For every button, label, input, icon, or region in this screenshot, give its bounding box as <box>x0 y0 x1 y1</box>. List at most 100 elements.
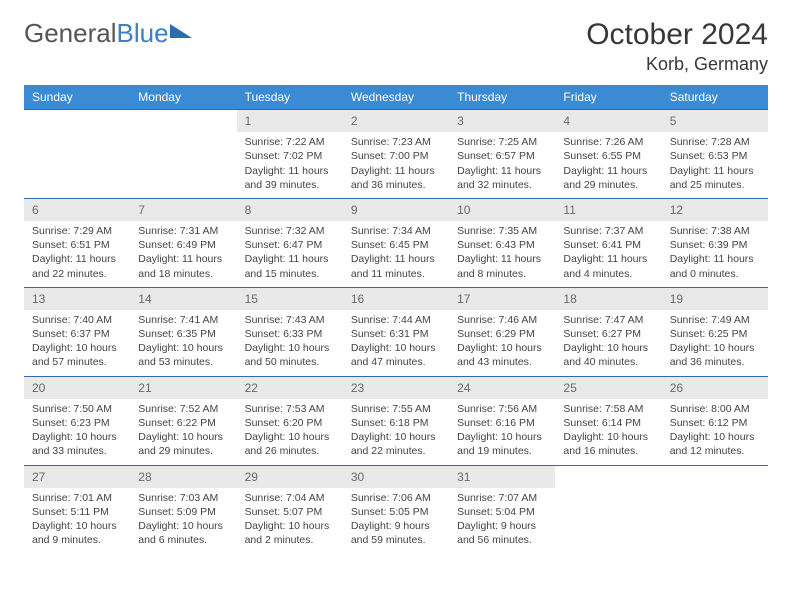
day-number: 17 <box>449 288 555 310</box>
daylight-text: Daylight: 11 hours and 4 minutes. <box>563 252 653 280</box>
logo: GeneralBlue <box>24 18 192 49</box>
calendar-day-cell: 14Sunrise: 7:41 AMSunset: 6:35 PMDayligh… <box>130 287 236 376</box>
day-body: Sunrise: 7:25 AMSunset: 6:57 PMDaylight:… <box>449 132 555 198</box>
sunset-text: Sunset: 5:09 PM <box>138 505 228 519</box>
daylight-text: Daylight: 10 hours and 6 minutes. <box>138 519 228 547</box>
day-number <box>24 110 130 132</box>
calendar-day-cell: 4Sunrise: 7:26 AMSunset: 6:55 PMDaylight… <box>555 110 661 199</box>
daylight-text: Daylight: 11 hours and 39 minutes. <box>245 164 335 192</box>
daylight-text: Daylight: 10 hours and 2 minutes. <box>245 519 335 547</box>
calendar-day-cell: 5Sunrise: 7:28 AMSunset: 6:53 PMDaylight… <box>662 110 768 199</box>
day-number: 23 <box>343 377 449 399</box>
day-body: Sunrise: 7:40 AMSunset: 6:37 PMDaylight:… <box>24 310 130 376</box>
calendar-day-cell: 18Sunrise: 7:47 AMSunset: 6:27 PMDayligh… <box>555 287 661 376</box>
day-number: 30 <box>343 466 449 488</box>
day-body: Sunrise: 7:43 AMSunset: 6:33 PMDaylight:… <box>237 310 343 376</box>
daylight-text: Daylight: 10 hours and 50 minutes. <box>245 341 335 369</box>
daylight-text: Daylight: 10 hours and 16 minutes. <box>563 430 653 458</box>
day-body: Sunrise: 7:50 AMSunset: 6:23 PMDaylight:… <box>24 399 130 465</box>
day-number: 27 <box>24 466 130 488</box>
daylight-text: Daylight: 11 hours and 22 minutes. <box>32 252 122 280</box>
day-number: 4 <box>555 110 661 132</box>
sunrise-text: Sunrise: 7:53 AM <box>245 402 335 416</box>
sunrise-text: Sunrise: 7:47 AM <box>563 313 653 327</box>
daylight-text: Daylight: 10 hours and 9 minutes. <box>32 519 122 547</box>
sunset-text: Sunset: 6:41 PM <box>563 238 653 252</box>
daylight-text: Daylight: 10 hours and 36 minutes. <box>670 341 760 369</box>
calendar-day-cell: 7Sunrise: 7:31 AMSunset: 6:49 PMDaylight… <box>130 198 236 287</box>
sunset-text: Sunset: 5:04 PM <box>457 505 547 519</box>
page-header: GeneralBlue October 2024 Korb, Germany <box>24 18 768 75</box>
calendar-day-cell: 28Sunrise: 7:03 AMSunset: 5:09 PMDayligh… <box>130 465 236 553</box>
logo-text-part2: Blue <box>117 18 169 49</box>
day-number: 20 <box>24 377 130 399</box>
calendar-day-cell: 21Sunrise: 7:52 AMSunset: 6:22 PMDayligh… <box>130 376 236 465</box>
daylight-text: Daylight: 11 hours and 0 minutes. <box>670 252 760 280</box>
sunrise-text: Sunrise: 7:38 AM <box>670 224 760 238</box>
daylight-text: Daylight: 10 hours and 12 minutes. <box>670 430 760 458</box>
day-body: Sunrise: 7:26 AMSunset: 6:55 PMDaylight:… <box>555 132 661 198</box>
day-number: 15 <box>237 288 343 310</box>
weekday-header: Sunday <box>24 85 130 110</box>
calendar-day-cell: 8Sunrise: 7:32 AMSunset: 6:47 PMDaylight… <box>237 198 343 287</box>
calendar-day-cell: 11Sunrise: 7:37 AMSunset: 6:41 PMDayligh… <box>555 198 661 287</box>
calendar-day-cell: 25Sunrise: 7:58 AMSunset: 6:14 PMDayligh… <box>555 376 661 465</box>
day-number <box>130 110 236 132</box>
sunset-text: Sunset: 5:11 PM <box>32 505 122 519</box>
sunset-text: Sunset: 6:47 PM <box>245 238 335 252</box>
day-number <box>662 466 768 488</box>
calendar-day-cell: 2Sunrise: 7:23 AMSunset: 7:00 PMDaylight… <box>343 110 449 199</box>
location-label: Korb, Germany <box>586 54 768 75</box>
day-body: Sunrise: 7:37 AMSunset: 6:41 PMDaylight:… <box>555 221 661 287</box>
sunrise-text: Sunrise: 7:56 AM <box>457 402 547 416</box>
day-number: 7 <box>130 199 236 221</box>
day-number: 26 <box>662 377 768 399</box>
sunrise-text: Sunrise: 7:34 AM <box>351 224 441 238</box>
calendar-day-cell: 29Sunrise: 7:04 AMSunset: 5:07 PMDayligh… <box>237 465 343 553</box>
sunset-text: Sunset: 5:05 PM <box>351 505 441 519</box>
daylight-text: Daylight: 11 hours and 36 minutes. <box>351 164 441 192</box>
day-number: 11 <box>555 199 661 221</box>
daylight-text: Daylight: 10 hours and 33 minutes. <box>32 430 122 458</box>
title-block: October 2024 Korb, Germany <box>586 18 768 75</box>
day-number: 6 <box>24 199 130 221</box>
sunset-text: Sunset: 6:12 PM <box>670 416 760 430</box>
calendar-day-cell: 23Sunrise: 7:55 AMSunset: 6:18 PMDayligh… <box>343 376 449 465</box>
sunset-text: Sunset: 6:23 PM <box>32 416 122 430</box>
calendar-day-cell <box>662 465 768 553</box>
weekday-header: Tuesday <box>237 85 343 110</box>
calendar-table: Sunday Monday Tuesday Wednesday Thursday… <box>24 85 768 553</box>
daylight-text: Daylight: 11 hours and 15 minutes. <box>245 252 335 280</box>
sunset-text: Sunset: 6:20 PM <box>245 416 335 430</box>
daylight-text: Daylight: 11 hours and 8 minutes. <box>457 252 547 280</box>
day-number: 3 <box>449 110 555 132</box>
sunrise-text: Sunrise: 7:50 AM <box>32 402 122 416</box>
sunrise-text: Sunrise: 7:40 AM <box>32 313 122 327</box>
day-body: Sunrise: 7:38 AMSunset: 6:39 PMDaylight:… <box>662 221 768 287</box>
weekday-header: Friday <box>555 85 661 110</box>
daylight-text: Daylight: 9 hours and 56 minutes. <box>457 519 547 547</box>
calendar-day-cell: 6Sunrise: 7:29 AMSunset: 6:51 PMDaylight… <box>24 198 130 287</box>
day-number: 5 <box>662 110 768 132</box>
day-number: 21 <box>130 377 236 399</box>
day-number: 13 <box>24 288 130 310</box>
sunset-text: Sunset: 6:39 PM <box>670 238 760 252</box>
day-number: 9 <box>343 199 449 221</box>
calendar-day-cell <box>24 110 130 199</box>
sunrise-text: Sunrise: 7:58 AM <box>563 402 653 416</box>
sunset-text: Sunset: 5:07 PM <box>245 505 335 519</box>
day-number: 22 <box>237 377 343 399</box>
daylight-text: Daylight: 9 hours and 59 minutes. <box>351 519 441 547</box>
day-number: 25 <box>555 377 661 399</box>
calendar-day-cell <box>555 465 661 553</box>
sunrise-text: Sunrise: 7:23 AM <box>351 135 441 149</box>
day-body: Sunrise: 7:01 AMSunset: 5:11 PMDaylight:… <box>24 488 130 554</box>
sunrise-text: Sunrise: 7:44 AM <box>351 313 441 327</box>
calendar-day-cell: 31Sunrise: 7:07 AMSunset: 5:04 PMDayligh… <box>449 465 555 553</box>
day-body: Sunrise: 7:34 AMSunset: 6:45 PMDaylight:… <box>343 221 449 287</box>
day-body: Sunrise: 8:00 AMSunset: 6:12 PMDaylight:… <box>662 399 768 465</box>
sunset-text: Sunset: 6:49 PM <box>138 238 228 252</box>
day-number: 28 <box>130 466 236 488</box>
weekday-header-row: Sunday Monday Tuesday Wednesday Thursday… <box>24 85 768 110</box>
calendar-day-cell: 10Sunrise: 7:35 AMSunset: 6:43 PMDayligh… <box>449 198 555 287</box>
